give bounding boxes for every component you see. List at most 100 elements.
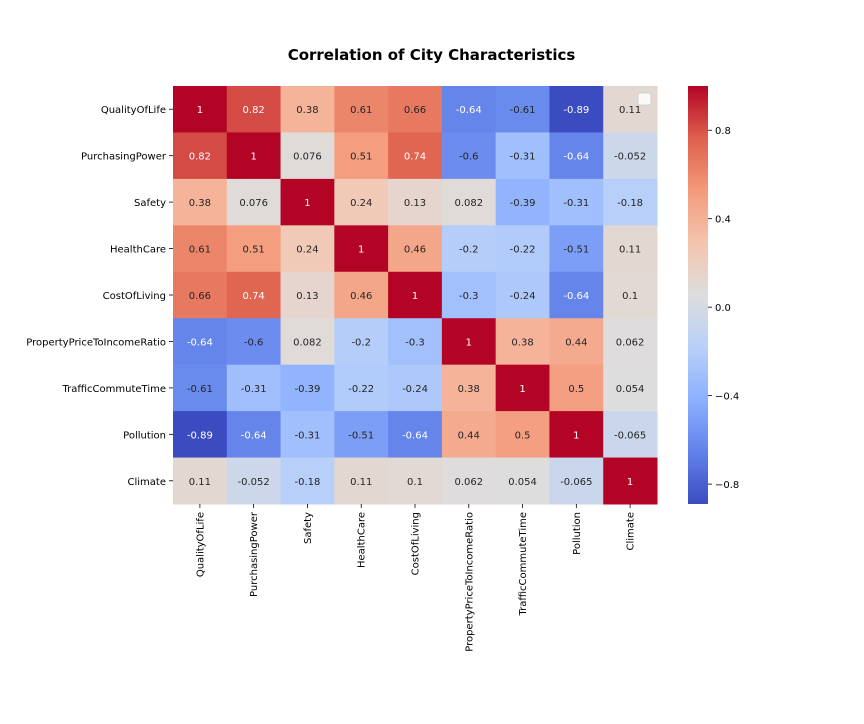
heatmap-cell <box>603 457 658 505</box>
heatmap-cell <box>495 364 550 412</box>
cell-annotation: 0.24 <box>296 245 318 256</box>
x-tick-label: HealthCare <box>357 512 368 568</box>
heatmap-cell <box>388 457 443 505</box>
heatmap-cell <box>388 225 443 273</box>
cell-annotation: -0.39 <box>510 198 536 209</box>
cell-annotation: 0.13 <box>296 291 318 302</box>
heatmap-cell <box>173 225 228 273</box>
y-tick-label: Safety <box>134 198 166 209</box>
cell-annotation: 0.74 <box>404 152 426 163</box>
heatmap-cell <box>280 86 335 133</box>
heatmap-cell <box>603 225 658 273</box>
cell-annotation: 0.054 <box>616 384 645 395</box>
cell-annotation: -0.18 <box>295 477 321 488</box>
heatmap-cell <box>280 411 335 459</box>
cell-annotation: -0.2 <box>351 337 371 348</box>
heatmap-cell <box>334 364 389 412</box>
cell-annotation: -0.51 <box>348 430 374 441</box>
cell-annotation: 1 <box>250 152 256 163</box>
cell-annotation: 0.11 <box>189 477 211 488</box>
cell-annotation: -0.64 <box>187 337 213 348</box>
heatmap-cell <box>495 411 550 459</box>
cell-annotation: -0.065 <box>560 477 592 488</box>
x-tick-label: Safety <box>303 512 314 544</box>
cell-annotation: -0.052 <box>614 152 646 163</box>
heatmap-cell <box>173 86 228 133</box>
heatmap-cell <box>549 132 604 180</box>
cell-annotation: 0.076 <box>293 152 322 163</box>
cell-annotation: -0.89 <box>187 430 213 441</box>
heatmap-cell <box>280 318 335 366</box>
cell-annotation: -0.2 <box>459 245 479 256</box>
heatmap-cell <box>388 318 443 366</box>
cell-annotation: -0.6 <box>244 337 264 348</box>
heatmap-cell <box>441 457 497 505</box>
heatmap-cell <box>334 225 389 273</box>
heatmap-cell <box>549 364 604 412</box>
heatmap-cell <box>334 457 389 505</box>
cell-annotation: 0.082 <box>293 337 322 348</box>
cell-annotation: -0.22 <box>348 384 374 395</box>
heatmap-cell <box>495 178 550 226</box>
heatmap-cell <box>334 411 389 459</box>
x-tick-label: QualityOfLife <box>195 512 206 577</box>
y-tick-label: HealthCare <box>110 245 166 256</box>
heatmap-cell <box>173 132 228 180</box>
cell-annotation: 1 <box>573 430 579 441</box>
heatmap-cell <box>549 271 604 319</box>
heatmap-cell <box>603 364 658 412</box>
cell-annotation: -0.3 <box>405 337 425 348</box>
cell-annotation: 0.062 <box>616 337 645 348</box>
cell-annotation: 0.61 <box>189 245 211 256</box>
heatmap-cell <box>173 178 228 226</box>
cell-annotation: 0.076 <box>239 198 268 209</box>
heatmap-cell <box>388 178 443 226</box>
cell-annotation: -0.39 <box>295 384 321 395</box>
heatmap-cell <box>226 457 282 505</box>
heatmap-cell <box>441 178 497 226</box>
heatmap-cell <box>603 132 658 180</box>
heatmap-cell <box>173 271 228 319</box>
cell-annotation: -0.64 <box>563 152 589 163</box>
x-tick-labels: QualityOfLife PurchasingPower Safety Health… <box>195 504 637 652</box>
heatmap-cell <box>495 132 550 180</box>
x-tick-label: CostOfLiving <box>411 512 422 575</box>
heatmap-cell <box>495 86 550 133</box>
heatmap-cell <box>603 178 658 226</box>
cell-annotation: 0.51 <box>350 152 372 163</box>
y-tick-label: Climate <box>128 477 166 488</box>
cell-annotation: 0.38 <box>511 337 533 348</box>
cell-annotation: 0.66 <box>189 291 211 302</box>
chart-title: Correlation of City Characteristics <box>287 46 576 64</box>
heatmap-cell <box>226 271 282 319</box>
cell-annotation: -0.22 <box>510 245 536 256</box>
heatmap-cell <box>388 132 443 180</box>
heatmap-cell <box>280 457 335 505</box>
cell-annotation: 0.74 <box>243 291 265 302</box>
y-tick-labels: QualityOfLife PurchasingPower Safety Health… <box>26 105 173 488</box>
cell-annotation: -0.24 <box>402 384 428 395</box>
heatmap-cell <box>334 271 389 319</box>
colorbar-tick-label: −0.8 <box>715 480 739 491</box>
cell-annotation: 1 <box>304 198 310 209</box>
heatmap-cells <box>173 86 658 505</box>
x-tick-label: PurchasingPower <box>249 511 260 597</box>
heatmap-cell <box>549 86 604 133</box>
cell-annotation: 1 <box>358 245 364 256</box>
cell-annotation: -0.31 <box>510 152 536 163</box>
cell-annotation: -0.31 <box>295 430 321 441</box>
cell-annotation: 0.11 <box>619 105 641 116</box>
heatmap-cell <box>226 318 282 366</box>
heatmap-cell <box>495 271 550 319</box>
heatmap-cell <box>226 132 282 180</box>
cell-annotation: 0.44 <box>565 337 587 348</box>
heatmap-cell <box>388 411 443 459</box>
colorbar-tick-label: 0.8 <box>715 126 731 137</box>
cell-annotation: 0.1 <box>407 477 423 488</box>
colorbar-tick-label: 0.4 <box>715 215 731 226</box>
heatmap-cell <box>173 411 228 459</box>
heatmap-cell <box>280 271 335 319</box>
cell-annotation: 0.1 <box>622 291 638 302</box>
